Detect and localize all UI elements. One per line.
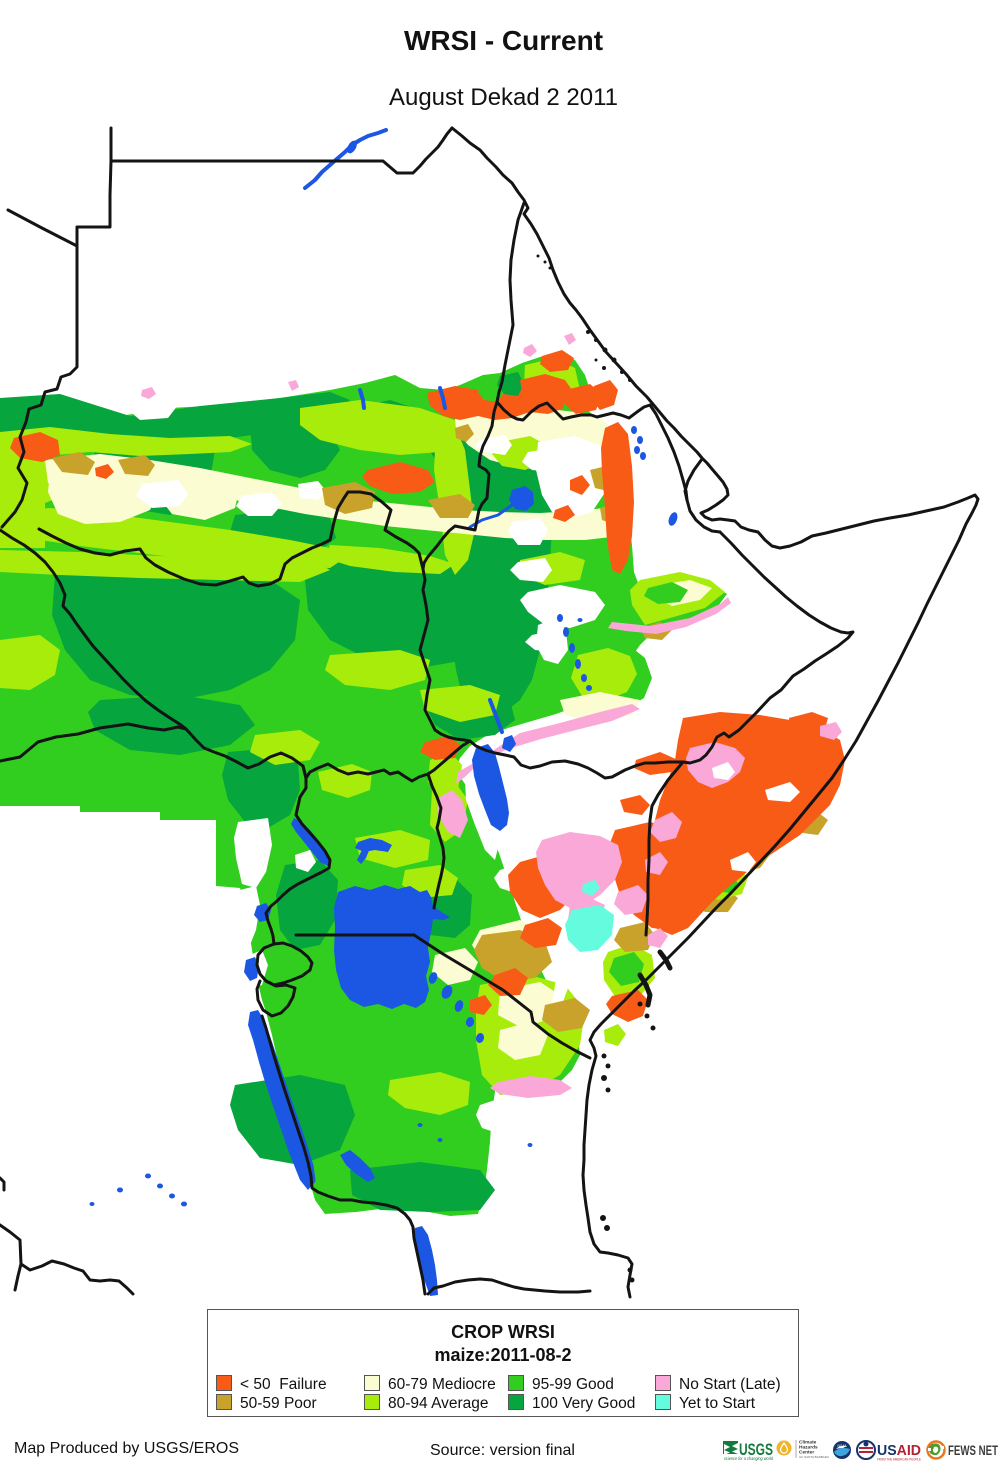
svg-text:USGS: USGS [739,1441,773,1459]
svg-text:USAID: USAID [877,1443,921,1459]
svg-text:Climate: Climate [799,1440,817,1446]
svg-text:FROM THE AMERICAN PEOPLE: FROM THE AMERICAN PEOPLE [877,1458,922,1462]
svg-text:UC SANTA BARBARA: UC SANTA BARBARA [799,1455,829,1459]
svg-text:FEWS NET: FEWS NET [948,1442,998,1458]
svg-text:Hazards: Hazards [799,1445,818,1451]
svg-text:science for a changing world: science for a changing world [724,1456,773,1461]
svg-text:NOAA: NOAA [837,1444,847,1448]
svg-text:Center: Center [799,1450,814,1456]
